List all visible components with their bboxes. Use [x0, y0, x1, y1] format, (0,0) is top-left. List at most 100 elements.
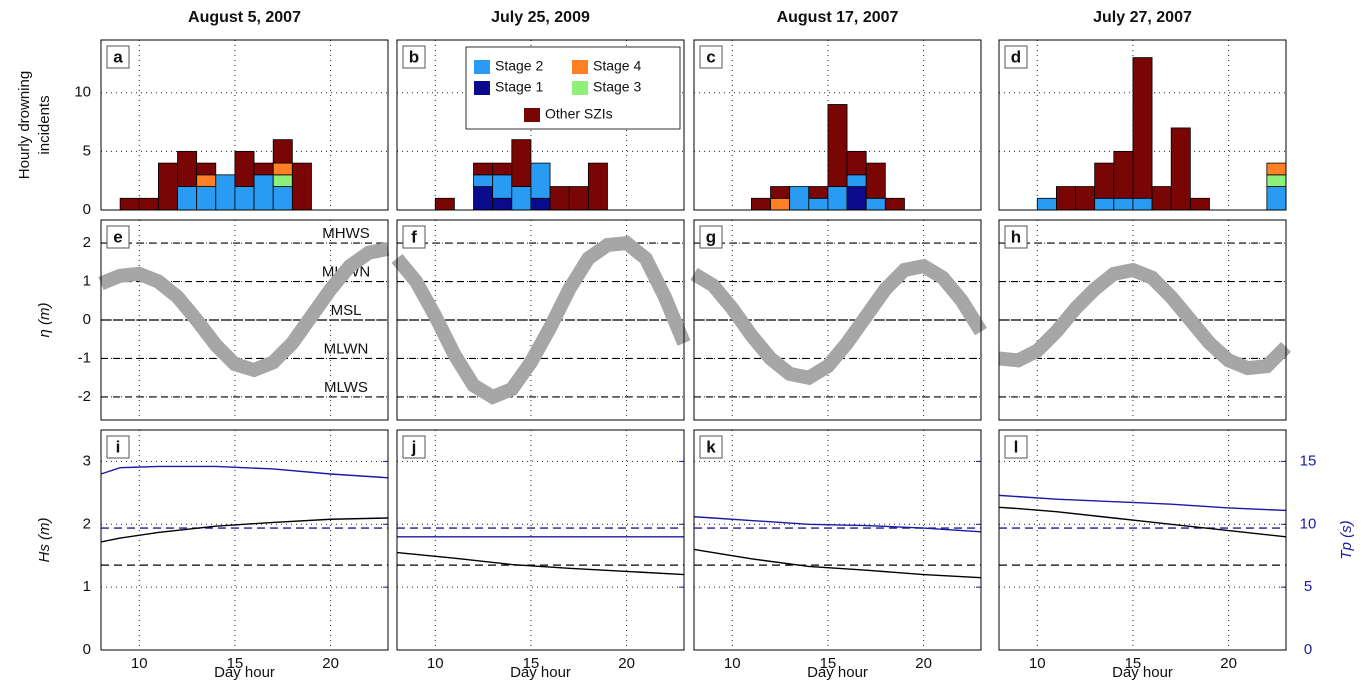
bar-segment [291, 162, 312, 211]
plot-frame [100, 39, 389, 211]
plot-frame [693, 429, 982, 651]
x-tick-label: 10 [1029, 655, 1046, 672]
tide-level-label: MSL [331, 302, 362, 319]
panel-label-box [106, 225, 130, 249]
bar-segment [1036, 197, 1057, 211]
legend-label: Stage 2 [495, 58, 543, 74]
y-tick-label: 1 [83, 273, 91, 290]
bar-segment [1094, 197, 1115, 211]
bar-segment [234, 186, 255, 211]
bar-segment [177, 186, 198, 211]
bar-segment [1094, 162, 1115, 199]
series-line [693, 548, 982, 579]
x-tick-label: 15 [227, 655, 244, 672]
panel-label-box [1004, 45, 1028, 69]
x-axis-label: Day hour [1112, 664, 1173, 681]
y-tick-label: 1 [83, 578, 91, 595]
panel-label-box [106, 45, 130, 69]
legend-label: Stage 4 [593, 58, 641, 74]
bar-segment [215, 174, 236, 211]
y-tick-label: -2 [78, 388, 91, 405]
legend-label: Stage 1 [495, 79, 543, 95]
bar-segment [1266, 174, 1287, 187]
legend-swatch [474, 81, 490, 95]
tide-band [98, 241, 390, 378]
y-tick-label: 0 [83, 201, 91, 218]
y2-tick-label: 10 [1300, 515, 1317, 532]
bar-segment [1266, 186, 1287, 211]
plot-area [999, 220, 1286, 420]
bar-segment [272, 139, 293, 164]
panel-label-box [402, 45, 426, 69]
panel-label-box [402, 435, 426, 459]
bar-segment [751, 197, 771, 211]
panel-label: g [706, 227, 716, 246]
panel-label-box [106, 435, 130, 459]
bar-segment [138, 197, 159, 211]
bar-segment [253, 162, 274, 176]
tide-level-label: MLWS [324, 379, 368, 396]
bar-segment [1075, 186, 1096, 211]
bar-segment [473, 174, 494, 187]
x-tick-label: 15 [523, 655, 540, 672]
panel-label: f [411, 227, 417, 246]
legend-label: Other SZIs [545, 106, 613, 122]
plot-frame [396, 429, 685, 651]
plot-area [999, 430, 1286, 650]
x-tick-label: 15 [820, 655, 837, 672]
panel-label: l [1014, 437, 1019, 456]
bar-segment [770, 186, 791, 199]
bar-segment [234, 150, 255, 187]
bar-segment [1189, 197, 1210, 211]
y-tick-label: -1 [78, 349, 91, 366]
bar-segment [272, 174, 293, 187]
x-tick-label: 20 [618, 655, 635, 672]
plot-frame [998, 39, 1287, 211]
plot-frame [693, 39, 982, 211]
x-tick-label: 15 [1125, 655, 1142, 672]
bar-segment [1132, 57, 1153, 199]
bar-segment [473, 162, 494, 176]
bar-segment [1151, 186, 1172, 211]
x-tick-label: 10 [724, 655, 741, 672]
bar-segment [587, 162, 608, 211]
panel-label: j [411, 437, 417, 456]
column-title: August 17, 2007 [777, 9, 899, 26]
panel-label-box [699, 225, 723, 249]
tide-level-label: MLWN [324, 340, 369, 357]
plot-frame [396, 39, 685, 211]
bar-segment [827, 186, 848, 211]
y-tick-label: 2 [83, 515, 91, 532]
legend-label: Stage 3 [593, 79, 641, 95]
bar-segment [1132, 197, 1153, 211]
x-axis-label: Day hour [214, 664, 275, 681]
bar-segment [177, 150, 198, 187]
series-line [396, 551, 685, 576]
plot-frame [693, 219, 982, 421]
bar-segment [789, 186, 810, 211]
bar-segment [549, 186, 570, 211]
bar-segment [1113, 197, 1134, 211]
plot-frame [100, 429, 389, 651]
bar-segment [272, 186, 293, 211]
y-tick-label: 5 [83, 142, 91, 159]
column-title: July 25, 2009 [491, 9, 590, 26]
plot-area [397, 430, 684, 650]
bar-segment [865, 162, 886, 199]
panel-label-box [699, 435, 723, 459]
y2-tick-label: 0 [1304, 641, 1312, 658]
bar-segment [846, 150, 867, 176]
bar-segment [846, 174, 867, 187]
legend-swatch [572, 60, 588, 74]
y-axis-label: Hourly drowning [16, 71, 33, 179]
bar-segment [492, 174, 513, 199]
bar-segment [827, 104, 848, 187]
bar-segment [770, 197, 791, 211]
y-tick-label: 0 [83, 641, 91, 658]
panel-label: d [1011, 47, 1021, 66]
y-axis-label: incidents [36, 95, 53, 154]
plot-area [101, 430, 388, 650]
bar-segment [473, 186, 494, 211]
y-tick-label: 0 [83, 311, 91, 328]
